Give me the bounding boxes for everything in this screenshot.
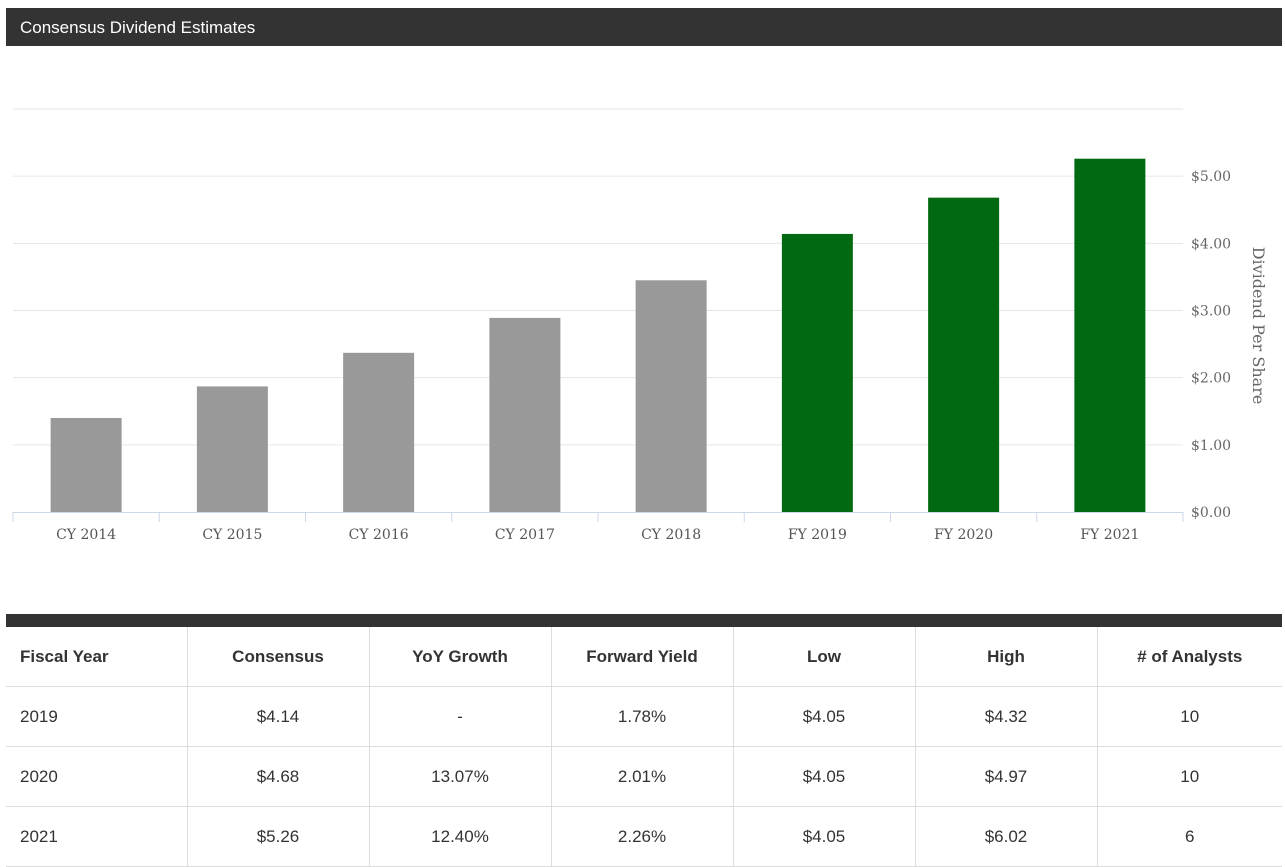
column-header-forward-yield[interactable]: Forward Yield (551, 627, 734, 687)
column-header-high[interactable]: High (915, 627, 1098, 687)
y-axis-title: Dividend Per Share (1249, 247, 1268, 405)
cell-fiscal-year: 2019 (6, 686, 188, 747)
bars (50, 158, 1146, 512)
x-tick-label: CY 2017 (495, 527, 555, 543)
bar-fy-2021 (1074, 158, 1146, 512)
bar-fy-2019 (781, 233, 853, 512)
column-header-consensus[interactable]: Consensus (187, 627, 370, 687)
cell-consensus: $4.14 (187, 686, 370, 747)
cell-high: $4.32 (915, 686, 1098, 747)
cell-fiscal-year: 2021 (6, 806, 188, 867)
cell-consensus: $5.26 (187, 806, 370, 867)
bar-cy-2018 (635, 280, 707, 512)
x-tick-label: FY 2019 (788, 527, 847, 543)
cell-low: $4.05 (733, 686, 916, 747)
y-tick-label: $1.00 (1191, 438, 1231, 454)
x-tick-label: FY 2020 (934, 527, 993, 543)
cell-forward-yield: 2.01% (551, 746, 734, 807)
gridlines (13, 108, 1183, 446)
y-tick-label: $5.00 (1191, 169, 1231, 185)
column-header-analysts[interactable]: # of Analysts (1097, 627, 1282, 687)
cell-yoy-growth: 12.40% (369, 806, 552, 867)
cell-consensus: $4.68 (187, 746, 370, 807)
cell-analysts: 10 (1097, 686, 1282, 747)
x-tick-label: CY 2016 (349, 527, 409, 543)
dividend-bar-chart: $0.00 $1.00 $2.00 $3.00 $4.00 $5.00 CY 2014 CY … (12, 108, 1268, 543)
bar-cy-2017 (489, 317, 561, 512)
tick-labels: $0.00 $1.00 $2.00 $3.00 $4.00 $5.00 CY 2014 CY … (56, 169, 1231, 543)
bar-fy-2020 (928, 197, 1000, 512)
column-header-yoy-growth[interactable]: YoY Growth (369, 627, 552, 687)
cell-fiscal-year: 2020 (6, 746, 188, 807)
bar-cy-2015 (196, 386, 268, 512)
cell-analysts: 6 (1097, 806, 1282, 867)
y-tick-label: $0.00 (1191, 505, 1231, 521)
table-row: 2019 $4.14 - 1.78% $4.05 $4.32 10 (6, 686, 1282, 747)
cell-yoy-growth: 13.07% (369, 746, 552, 807)
y-tick-label: $4.00 (1191, 236, 1231, 252)
x-tick-label: CY 2015 (202, 527, 262, 543)
x-tick-label: FY 2021 (1080, 527, 1139, 543)
cell-analysts: 10 (1097, 746, 1282, 807)
table-header-row: Fiscal Year Consensus YoY Growth Forward… (6, 627, 1282, 687)
x-axis (12, 512, 1184, 522)
y-tick-label: $2.00 (1191, 371, 1231, 387)
cell-high: $4.97 (915, 746, 1098, 807)
y-tick-label: $3.00 (1191, 304, 1231, 320)
table-header-bar (6, 614, 1282, 627)
table-row: 2020 $4.68 13.07% 2.01% $4.05 $4.97 10 (6, 746, 1282, 807)
x-tick-label: CY 2018 (641, 527, 701, 543)
cell-forward-yield: 1.78% (551, 686, 734, 747)
column-header-low[interactable]: Low (733, 627, 916, 687)
cell-high: $6.02 (915, 806, 1098, 867)
bar-cy-2014 (50, 417, 122, 512)
bar-cy-2016 (343, 352, 415, 512)
cell-low: $4.05 (733, 806, 916, 867)
section-title: Consensus Dividend Estimates (20, 18, 256, 37)
section-header: Consensus Dividend Estimates (6, 8, 1282, 46)
x-tick-label: CY 2014 (56, 527, 116, 543)
cell-yoy-growth: - (369, 686, 552, 747)
cell-low: $4.05 (733, 746, 916, 807)
table-row: 2021 $5.26 12.40% 2.26% $4.05 $6.02 6 (6, 806, 1282, 867)
estimates-table: Fiscal Year Consensus YoY Growth Forward… (6, 627, 1282, 867)
cell-forward-yield: 2.26% (551, 806, 734, 867)
column-header-fiscal-year[interactable]: Fiscal Year (6, 627, 188, 687)
